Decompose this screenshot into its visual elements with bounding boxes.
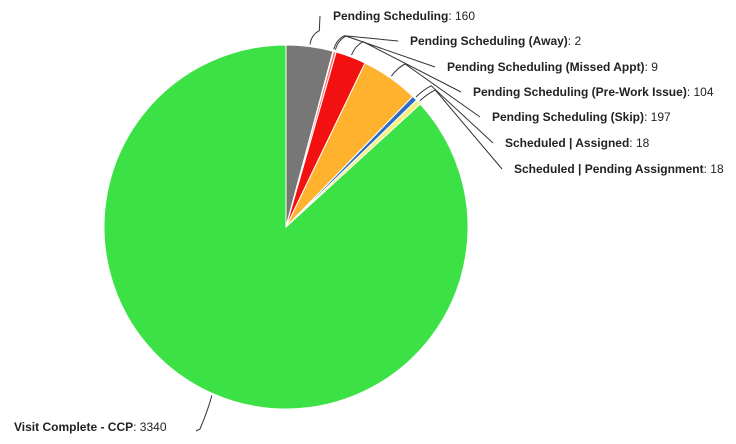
slice-label-name: Pending Scheduling (Skip) bbox=[492, 110, 644, 124]
slice-label-3: Pending Scheduling (Missed Appt): 9 bbox=[447, 60, 658, 74]
leader-line-2 bbox=[333, 35, 399, 50]
leader-lines bbox=[195, 15, 503, 432]
slice-label-8: Visit Complete - CCP: 3340 bbox=[14, 420, 167, 434]
slice-label-name: Pending Scheduling (Away) bbox=[410, 34, 568, 48]
leader-line-5 bbox=[390, 63, 481, 118]
slice-label-name: Visit Complete - CCP bbox=[14, 420, 133, 434]
pie-slice-8[interactable] bbox=[103, 44, 469, 410]
slice-label-4: Pending Scheduling (Pre-Work Issue): 104 bbox=[473, 85, 714, 99]
slice-label-value: : 104 bbox=[687, 85, 714, 99]
slice-label-value: : 160 bbox=[448, 9, 475, 23]
slice-label-name: Pending Scheduling (Missed Appt) bbox=[447, 60, 645, 74]
leader-line-6 bbox=[415, 85, 494, 144]
slice-label-5: Pending Scheduling (Skip): 197 bbox=[492, 110, 671, 124]
leader-line-4 bbox=[351, 41, 462, 93]
slice-label-1: Pending Scheduling: 160 bbox=[333, 9, 475, 23]
slice-label-name: Pending Scheduling (Pre-Work Issue) bbox=[473, 85, 687, 99]
slice-label-7: Scheduled | Pending Assignment: 18 bbox=[514, 162, 724, 176]
pie-slices bbox=[103, 44, 469, 410]
leader-line-7 bbox=[419, 89, 503, 170]
slice-label-name: Pending Scheduling bbox=[333, 9, 448, 23]
slice-label-value: : 18 bbox=[704, 162, 724, 176]
slice-label-value: : 197 bbox=[644, 110, 671, 124]
leader-line-3 bbox=[334, 35, 436, 68]
slice-label-2: Pending Scheduling (Away): 2 bbox=[410, 34, 581, 48]
leader-line-8 bbox=[195, 395, 213, 432]
slice-label-value: : 18 bbox=[629, 136, 649, 150]
slice-label-name: Scheduled | Pending Assignment bbox=[514, 162, 704, 176]
slice-label-name: Scheduled | Assigned bbox=[505, 136, 629, 150]
slice-label-value: : 9 bbox=[645, 60, 659, 74]
slice-label-value: : 2 bbox=[568, 34, 582, 48]
slice-label-6: Scheduled | Assigned: 18 bbox=[505, 136, 650, 150]
slice-label-value: : 3340 bbox=[133, 420, 167, 434]
leader-line-1 bbox=[309, 15, 321, 45]
